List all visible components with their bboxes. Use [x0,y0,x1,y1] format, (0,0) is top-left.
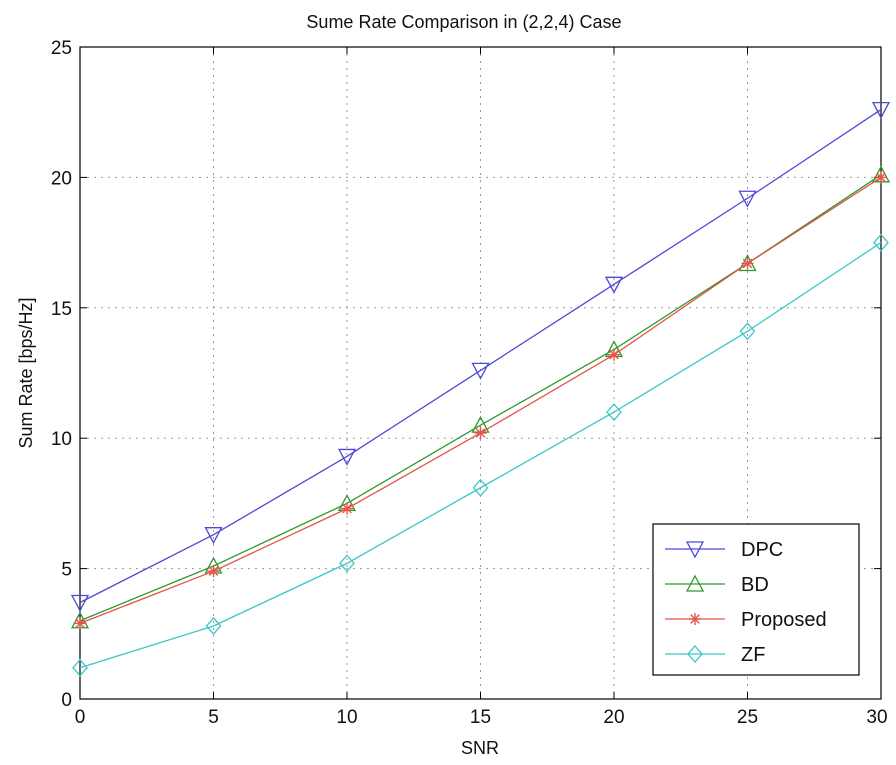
legend-marker-zf [687,645,703,663]
legend-label-bd: BD [741,574,769,596]
data-point-dpc [70,594,90,612]
asterisk-stroke [609,349,619,360]
series-proposed [74,171,887,630]
x-tick-label: 10 [336,707,357,728]
y-tick-label: 5 [61,560,72,581]
legend-label-zf: ZF [741,644,765,666]
data-point-proposed [741,257,754,270]
legend-label-proposed: Proposed [741,609,827,631]
chart-title: Sume Rate Comparison in (2,2,4) Case [306,12,621,32]
data-point-proposed [74,617,86,630]
asterisk-stroke [75,618,85,629]
y-tick-label: 10 [51,429,72,450]
data-series [70,101,891,677]
asterisk-stroke [876,172,886,183]
series-zf [72,233,889,677]
data-point-zf [606,403,622,422]
legend: DPC BD Proposed ZF [652,523,860,676]
asterisk-stroke [475,428,486,438]
legend-label-dpc: DPC [741,539,783,561]
x-tick-label: 5 [208,707,219,728]
asterisk-stroke [208,566,219,577]
x-axis-title: SNR [461,738,499,758]
x-tick-label: 0 [75,707,86,728]
data-point-dpc [738,190,757,208]
series-dpc [70,101,891,612]
legend-marker-proposed [689,613,701,625]
data-point-dpc [471,362,490,380]
data-point-dpc [604,276,624,294]
y-tick-label: 25 [51,38,72,59]
y-tick-label: 0 [61,690,72,711]
axis-ticks: 0 5 10 15 20 25 30 0 5 10 15 20 25 [51,38,888,728]
asterisk-stroke [342,503,352,514]
data-point-proposed [207,565,220,578]
data-point-proposed [341,502,353,515]
asterisk-stroke [742,258,753,269]
legend-entry-dpc: DPC [665,539,783,561]
data-point-zf [339,554,355,573]
x-tick-label: 30 [866,707,887,728]
x-tick-label: 15 [470,707,491,728]
data-point-zf [472,478,489,497]
legend-entry-bd: BD [665,574,769,596]
data-point-proposed [875,171,887,184]
y-tick-label: 15 [51,299,72,320]
legend-marker-bd [685,574,705,592]
data-point-zf [873,233,889,252]
series-line-zf [79,242,882,669]
x-tick-label: 25 [737,707,758,728]
legend-entry-zf: ZF [665,644,765,666]
data-point-proposed [474,426,487,439]
data-point-dpc [871,101,891,119]
data-point-zf [739,322,756,341]
x-tick-label: 20 [603,707,624,728]
data-point-zf [205,616,222,635]
data-point-dpc [204,527,223,545]
y-axis-title: Sum Rate [bps/Hz] [16,297,36,448]
series-line-dpc [79,109,882,604]
asterisk-stroke [690,614,700,624]
y-tick-label: 20 [51,168,72,189]
data-point-proposed [608,348,620,361]
data-point-zf [72,658,88,677]
legend-marker-dpc [685,541,705,559]
legend-entry-proposed: Proposed [665,609,827,631]
data-point-dpc [337,448,357,466]
